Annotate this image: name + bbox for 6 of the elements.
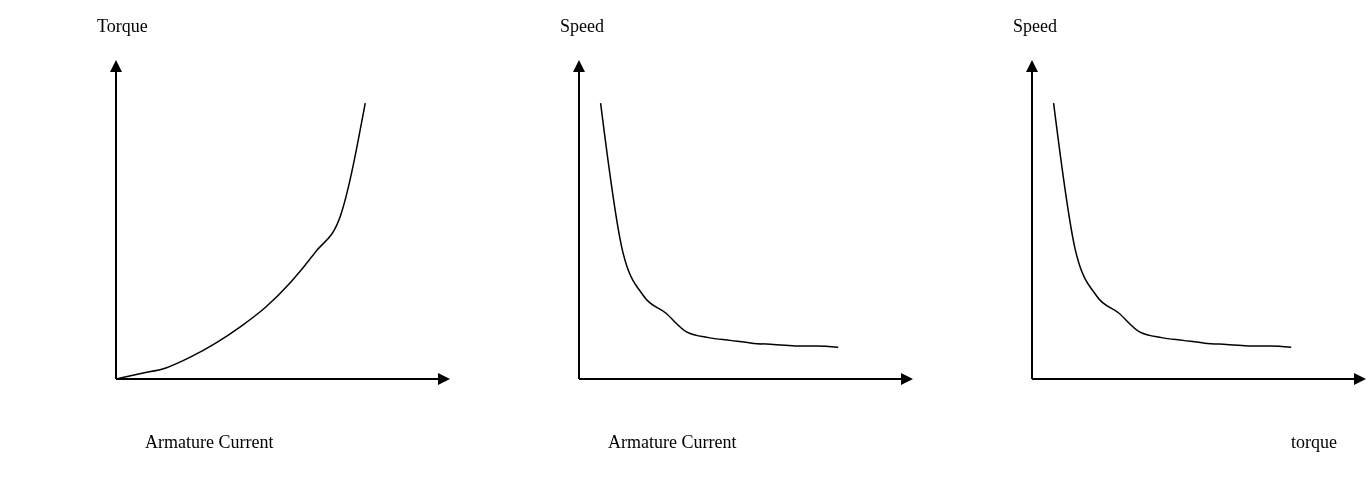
y-axis-title: Speed bbox=[1013, 16, 1057, 37]
y-axis-title: Speed bbox=[560, 16, 604, 37]
x-axis-title: Armature Current bbox=[608, 432, 737, 453]
y-axis-title: Torque bbox=[97, 16, 148, 37]
x-axis-title: torque bbox=[1291, 432, 1337, 453]
x-axis-title: Armature Current bbox=[145, 432, 274, 453]
